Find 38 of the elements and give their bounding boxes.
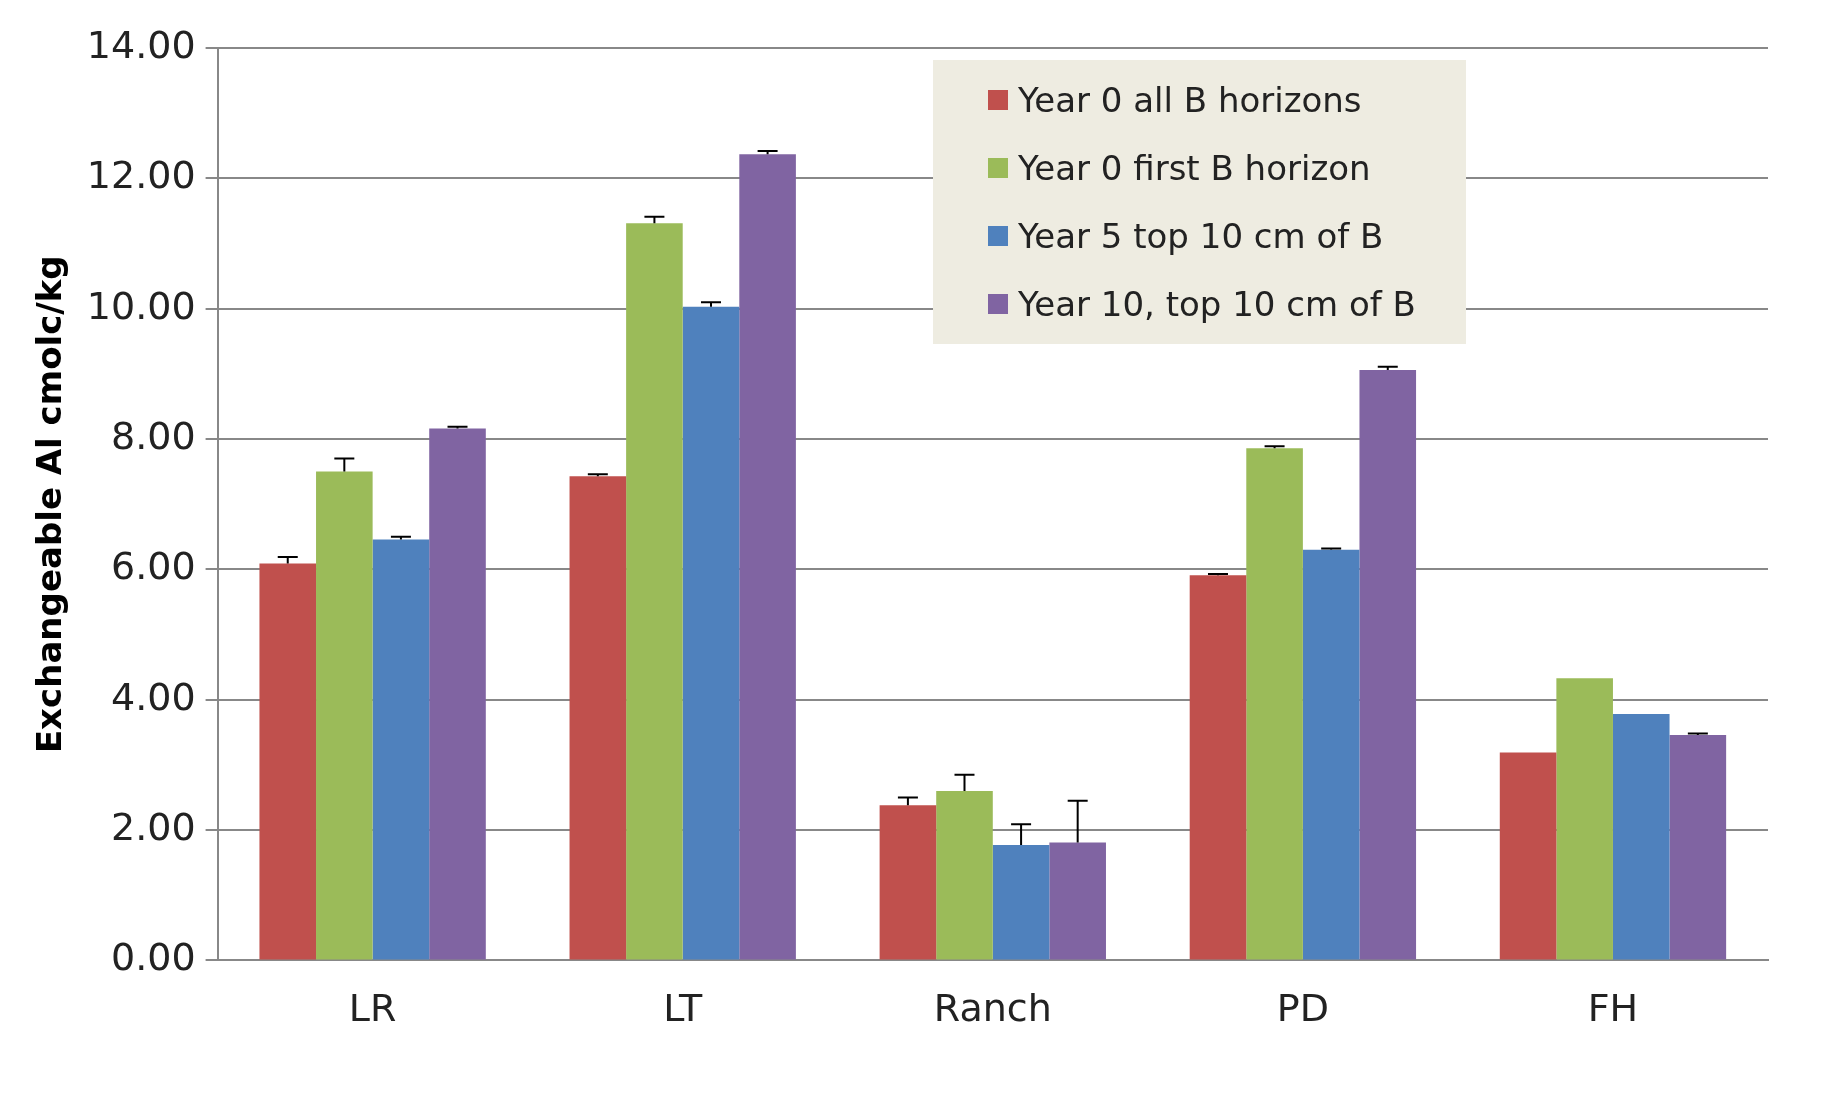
bar xyxy=(682,306,740,960)
legend-label: Year 10, top 10 cm of B xyxy=(1018,284,1416,324)
bar xyxy=(936,790,993,960)
y-tick-label: 6.00 xyxy=(110,544,196,589)
y-tick-label: 14.00 xyxy=(86,22,196,67)
y-tick-label: 2.00 xyxy=(110,804,196,849)
bar xyxy=(316,471,373,960)
bar xyxy=(1612,714,1670,960)
legend-label: Year 0 all B horizons xyxy=(1018,80,1362,120)
bar xyxy=(1302,549,1360,960)
y-axis-title: Exchangeable Al cmolc/kg xyxy=(29,255,70,754)
bar xyxy=(992,845,1050,960)
bar xyxy=(1049,842,1106,960)
legend-label: Year 5 top 10 cm of B xyxy=(1018,216,1384,256)
x-tick-label: FH xyxy=(1587,986,1639,1031)
y-tick-label: 12.00 xyxy=(86,153,196,198)
x-tick-label: LR xyxy=(348,986,397,1031)
bar xyxy=(1246,448,1303,960)
bar xyxy=(1189,575,1247,960)
bar xyxy=(739,154,796,960)
bar xyxy=(569,476,627,960)
x-tick-label: PD xyxy=(1276,986,1329,1031)
bar xyxy=(879,805,937,960)
x-tick-label: Ranch xyxy=(933,986,1052,1031)
bar xyxy=(372,539,430,960)
bar xyxy=(1359,369,1417,960)
y-tick-label: 8.00 xyxy=(110,413,196,458)
x-tick-label: LT xyxy=(663,986,704,1031)
bar xyxy=(1556,678,1613,960)
y-tick-label: 4.00 xyxy=(110,674,196,719)
y-tick-label: 10.00 xyxy=(86,283,196,328)
bar xyxy=(259,563,317,960)
legend-label: Year 0 first B horizon xyxy=(1018,148,1371,188)
bar xyxy=(429,428,486,960)
bar xyxy=(626,223,683,960)
bar xyxy=(1669,734,1727,960)
y-tick-label: 0.00 xyxy=(110,935,196,980)
bar xyxy=(1499,752,1557,960)
